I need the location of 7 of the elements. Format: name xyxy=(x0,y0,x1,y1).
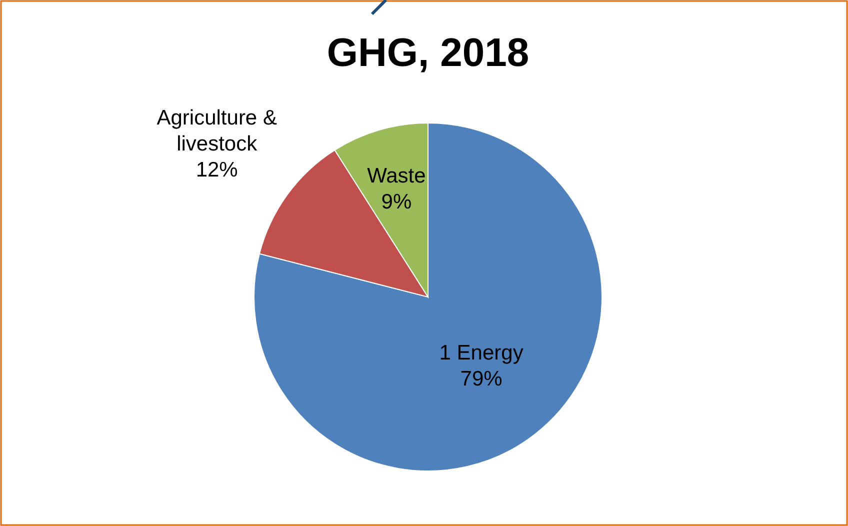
data-label: 79% xyxy=(460,368,502,391)
slice-label: Agriculture & livestock xyxy=(156,106,277,156)
chart-title: GHG, 2018 xyxy=(326,31,530,75)
slice-label: 1 Energy xyxy=(439,342,524,365)
data-label: 12% xyxy=(196,158,238,182)
slice-label: Waste xyxy=(367,164,426,188)
data-label: 9% xyxy=(381,190,412,214)
